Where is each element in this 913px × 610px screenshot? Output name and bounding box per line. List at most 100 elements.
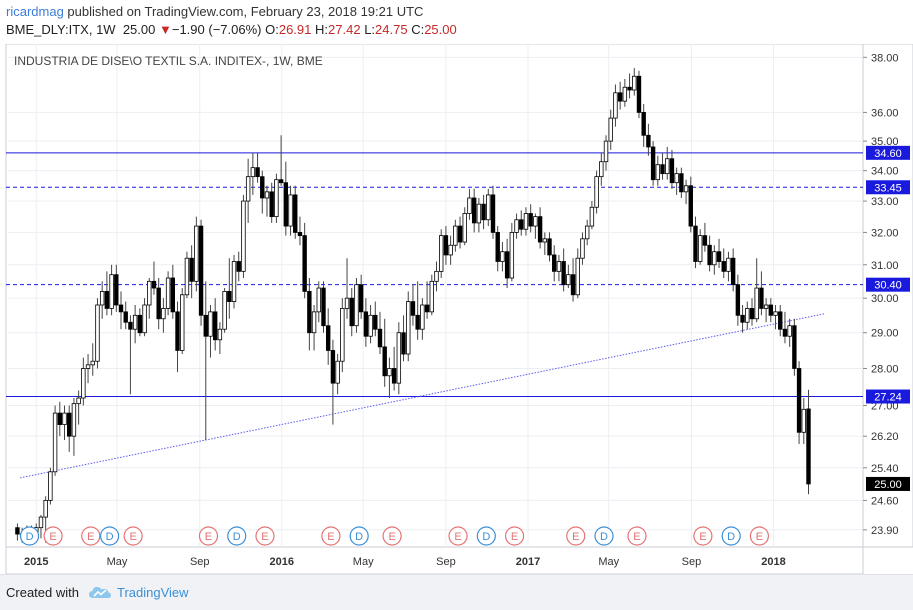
candle[interactable]: [669, 149, 675, 189]
candle[interactable]: [363, 298, 369, 347]
candle[interactable]: [85, 354, 91, 384]
candle[interactable]: [702, 222, 708, 252]
candle[interactable]: [325, 308, 331, 365]
candle[interactable]: [726, 251, 731, 282]
candle[interactable]: [782, 311, 788, 344]
candle[interactable]: [208, 304, 213, 358]
candle[interactable]: [62, 405, 67, 441]
candle[interactable]: [15, 523, 20, 541]
candle[interactable]: [429, 274, 434, 316]
candle[interactable]: [38, 514, 44, 539]
candle[interactable]: [401, 315, 406, 362]
candle[interactable]: [132, 304, 138, 344]
candle[interactable]: [646, 123, 651, 156]
candle[interactable]: [71, 398, 77, 456]
candle[interactable]: [617, 81, 623, 110]
candle[interactable]: [580, 232, 585, 265]
candle[interactable]: [490, 185, 496, 239]
candle[interactable]: [198, 219, 204, 326]
candle[interactable]: [547, 232, 552, 262]
candle[interactable]: [636, 70, 642, 119]
candle[interactable]: [99, 281, 105, 319]
candle[interactable]: [453, 219, 458, 252]
candle[interactable]: [712, 245, 717, 275]
candle[interactable]: [575, 248, 580, 299]
candle[interactable]: [796, 361, 802, 444]
candle[interactable]: [707, 235, 712, 272]
candle[interactable]: [439, 229, 444, 279]
dividend-marker-icon[interactable]: D: [721, 526, 741, 546]
candle[interactable]: [236, 251, 241, 282]
candle[interactable]: [128, 315, 133, 395]
candle[interactable]: [627, 73, 632, 99]
earnings-marker-icon[interactable]: E: [504, 526, 525, 546]
candle[interactable]: [674, 167, 679, 195]
candle[interactable]: [716, 238, 722, 269]
candle[interactable]: [688, 176, 693, 233]
candle[interactable]: [622, 78, 628, 107]
dividend-marker-icon[interactable]: D: [99, 526, 120, 546]
earnings-marker-icon[interactable]: E: [321, 526, 341, 546]
dividend-marker-icon[interactable]: D: [476, 526, 496, 546]
candle[interactable]: [255, 152, 260, 183]
candle[interactable]: [212, 298, 218, 351]
candle[interactable]: [787, 318, 792, 347]
earnings-marker-icon[interactable]: E: [123, 526, 143, 546]
tradingview-cloud-icon[interactable]: [88, 584, 112, 600]
trendline[interactable]: [20, 313, 826, 479]
candle[interactable]: [307, 278, 312, 351]
candle[interactable]: [509, 222, 515, 282]
candle[interactable]: [184, 251, 190, 299]
candle[interactable]: [561, 248, 566, 292]
candle[interactable]: [528, 204, 533, 233]
candle[interactable]: [269, 182, 274, 223]
candle[interactable]: [759, 271, 764, 316]
candle[interactable]: [584, 219, 590, 246]
candle[interactable]: [57, 401, 62, 437]
candle[interactable]: [222, 288, 227, 333]
candle[interactable]: [533, 213, 538, 239]
candle[interactable]: [382, 318, 387, 387]
earnings-marker-icon[interactable]: E: [198, 526, 219, 546]
candle[interactable]: [48, 467, 53, 505]
earnings-marker-icon[interactable]: E: [693, 526, 713, 546]
publisher-link[interactable]: ricardmag: [6, 4, 64, 19]
candle[interactable]: [391, 346, 397, 391]
candle[interactable]: [504, 238, 510, 289]
candle[interactable]: [344, 258, 350, 319]
candle[interactable]: [311, 304, 317, 351]
candle[interactable]: [165, 271, 171, 316]
candle[interactable]: [67, 405, 72, 452]
candle[interactable]: [749, 298, 755, 326]
candle[interactable]: [245, 158, 251, 223]
candle[interactable]: [768, 298, 774, 323]
candle[interactable]: [467, 188, 472, 220]
earnings-marker-icon[interactable]: E: [627, 526, 647, 546]
dividend-marker-icon[interactable]: D: [19, 526, 40, 546]
candle[interactable]: [250, 152, 256, 195]
candle[interactable]: [721, 248, 726, 279]
candle[interactable]: [806, 389, 811, 495]
candle[interactable]: [321, 281, 326, 333]
candle[interactable]: [194, 216, 199, 292]
candle[interactable]: [358, 274, 364, 319]
candle[interactable]: [697, 229, 703, 265]
candle[interactable]: [641, 103, 646, 147]
candle[interactable]: [660, 152, 665, 180]
candle[interactable]: [297, 216, 303, 246]
earnings-marker-icon[interactable]: E: [448, 526, 468, 546]
candle[interactable]: [217, 322, 223, 355]
candle[interactable]: [76, 390, 81, 425]
candle[interactable]: [161, 298, 166, 333]
candle[interactable]: [354, 278, 359, 333]
candle[interactable]: [387, 357, 392, 399]
candle[interactable]: [763, 298, 769, 323]
candle[interactable]: [288, 185, 293, 236]
candle[interactable]: [556, 254, 562, 282]
candle[interactable]: [434, 261, 439, 292]
candle[interactable]: [420, 298, 425, 340]
candle[interactable]: [137, 308, 143, 337]
candle[interactable]: [95, 298, 100, 369]
candle[interactable]: [537, 207, 543, 249]
candle[interactable]: [679, 167, 684, 198]
